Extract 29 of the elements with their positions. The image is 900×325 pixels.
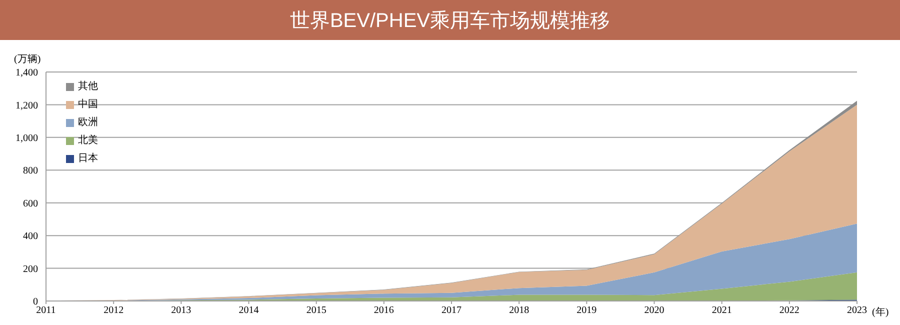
y-tick-label: 1,000 [16, 132, 38, 144]
x-tick-label: 2015 [306, 305, 326, 316]
x-axis-title: (年) [872, 306, 889, 319]
legend-label: 其他 [78, 80, 98, 94]
y-tick-label: 1,200 [16, 100, 38, 112]
x-tick-label: 2011 [36, 305, 56, 316]
y-tick-label: 400 [23, 231, 38, 242]
x-tick-label: 2017 [442, 305, 462, 316]
x-tick-label: 2018 [509, 305, 530, 316]
x-tick-label: 2019 [576, 305, 597, 316]
x-tick-label: 2013 [171, 305, 192, 316]
y-tick-label: 0 [33, 296, 38, 308]
x-tick-label: 2021 [712, 305, 732, 316]
x-tick-label: 2023 [847, 305, 867, 316]
y-tick-label: 800 [23, 166, 38, 177]
y-tick-label: 200 [23, 264, 38, 275]
chart-title: 世界BEV/PHEV乘用车市场规模推移 [0, 0, 900, 40]
x-tick-label: 2014 [238, 305, 259, 316]
legend-label: 中国 [78, 98, 98, 112]
legend-label: 日本 [78, 152, 98, 166]
x-tick-label: 2022 [779, 305, 800, 316]
legend-label: 北美 [78, 134, 98, 148]
y-tick-label: 600 [23, 198, 38, 210]
x-tick-label: 2020 [644, 305, 664, 316]
legend-label: 欧洲 [78, 116, 98, 130]
x-tick-label: 2016 [374, 305, 394, 316]
x-tick-label: 2012 [104, 305, 124, 316]
y-axis-title: (万辆) [14, 53, 41, 66]
y-tick-label: 1,400 [16, 68, 38, 79]
